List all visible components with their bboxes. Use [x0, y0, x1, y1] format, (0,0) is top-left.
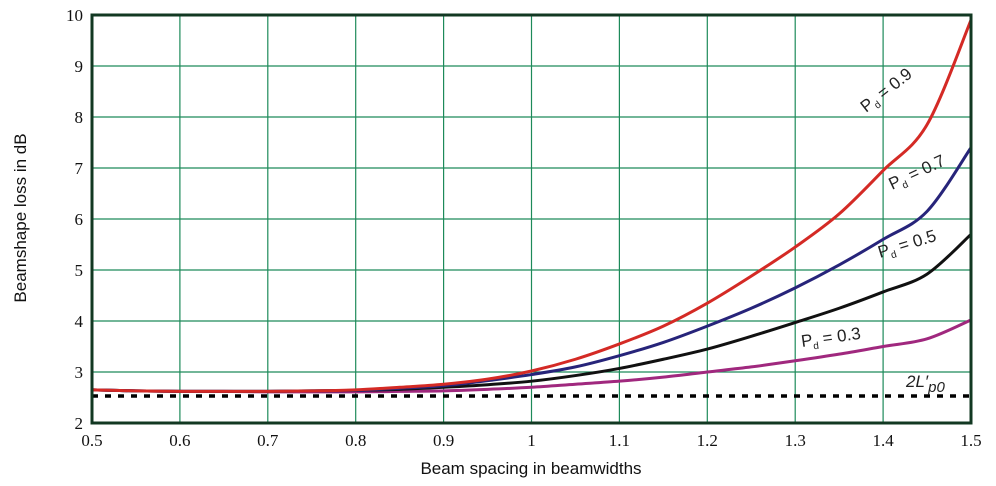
- x-tick-label: 1.4: [872, 431, 894, 450]
- x-tick-label: 0.9: [433, 431, 454, 450]
- y-tick-label: 6: [75, 210, 84, 229]
- y-tick-label: 10: [66, 6, 83, 25]
- x-tick-label: 1.5: [960, 431, 981, 450]
- x-tick-label: 1.3: [785, 431, 806, 450]
- x-tick-label: 0.6: [169, 431, 190, 450]
- y-tick-label: 4: [75, 312, 84, 331]
- x-tick-label: 0.8: [345, 431, 366, 450]
- x-tick-label: 0.5: [81, 431, 102, 450]
- y-tick-label: 5: [75, 261, 84, 280]
- series-label: Pd = 0.3: [800, 324, 862, 354]
- x-tick-label: 1.1: [609, 431, 630, 450]
- series-label: Pd = 0.5: [876, 226, 940, 265]
- y-tick-label: 2: [75, 414, 84, 433]
- x-tick-label: 1: [527, 431, 536, 450]
- series-lines: [91, 19, 973, 394]
- y-axis-label: Beamshape loss in dB: [11, 133, 30, 302]
- plot-frame: [90, 13, 973, 425]
- x-tick-label: 1.2: [697, 431, 718, 450]
- reference-label: 2L′p0: [905, 372, 945, 396]
- series-label: Pd = 0.9: [857, 64, 918, 118]
- tick-labels: 0.5 0.6 0.7 0.8 0.9 1 1.1 1.2 1.3 1.4 1.5 2 3 4 5 6 7 8 9 1…: [66, 6, 982, 450]
- y-tick-label: 7: [75, 159, 84, 178]
- y-tick-label: 8: [75, 108, 84, 127]
- grid: [91, 14, 972, 424]
- series-line-09: [91, 19, 973, 393]
- x-axis-label: Beam spacing in beamwidths: [420, 459, 641, 478]
- x-tick-label: 0.7: [257, 431, 279, 450]
- y-tick-label: 3: [75, 363, 84, 382]
- y-tick-label: 9: [75, 57, 84, 76]
- series-labels: Pd = 0.9Pd = 0.7Pd = 0.5Pd = 0.32L′p0: [800, 64, 948, 396]
